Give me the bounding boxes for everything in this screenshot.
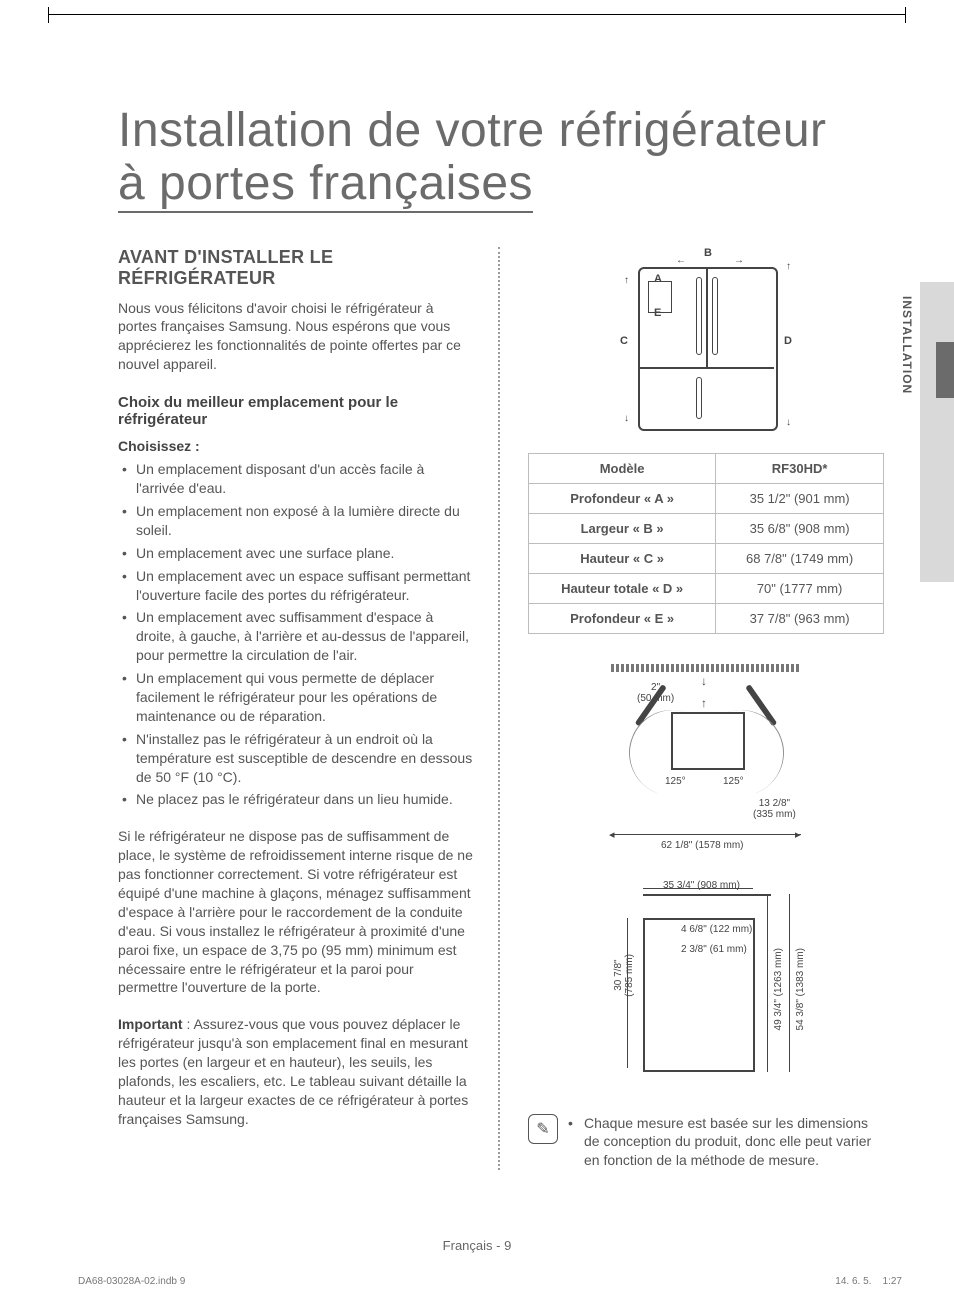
diagram-top-view: 2" (50 mm) 125° 125° 13 2/8" (335 mm) 62… bbox=[571, 664, 841, 884]
side-tab-label: INSTALLATION bbox=[900, 296, 914, 394]
table-cell-value: 35 6/8" (908 mm) bbox=[716, 513, 884, 543]
side-tab bbox=[920, 282, 954, 582]
list-item: N'installez pas le réfrigérateur à un en… bbox=[118, 730, 474, 787]
paragraph-important: Important : Assurez-vous que vous pouvez… bbox=[118, 1015, 474, 1128]
dim-angle-right: 125° bbox=[723, 776, 744, 787]
note-icon: ✎ bbox=[528, 1114, 558, 1144]
list-item: Un emplacement avec suffisamment d'espac… bbox=[118, 608, 474, 665]
subsection-heading: Choix du meilleur emplacement pour le ré… bbox=[118, 394, 474, 428]
dim-depth-r1: 49 3/4" (1263 mm) bbox=[773, 948, 784, 1030]
diagram-fridge-front: A B C D E ← → ↑ ↓ ↑ ↓ bbox=[606, 247, 806, 437]
note-text: Chaque mesure est basée sur les dimensio… bbox=[568, 1114, 884, 1171]
table-cell-label: Profondeur « E » bbox=[529, 603, 716, 633]
dim-label-d: D bbox=[784, 335, 792, 347]
important-label: Important bbox=[118, 1016, 183, 1032]
column-divider bbox=[498, 247, 500, 1171]
footer-timestamp: 14. 6. 5. 1:27 bbox=[835, 1276, 902, 1287]
paragraph-cooling: Si le réfrigérateur ne dispose pas de su… bbox=[118, 827, 474, 997]
list-item: Un emplacement avec un espace suffisant … bbox=[118, 567, 474, 605]
list-item: Un emplacement non exposé à la lumière d… bbox=[118, 502, 474, 540]
list-heading: Choisissez : bbox=[118, 438, 474, 454]
dim-door-swing: 13 2/8" (335 mm) bbox=[753, 798, 796, 820]
section-heading: AVANT D'INSTALLER LE RÉFRIGÉRATEUR bbox=[118, 247, 474, 289]
table-cell-label: Profondeur « A » bbox=[529, 483, 716, 513]
list-item: Un emplacement disposant d'un accès faci… bbox=[118, 460, 474, 498]
diagram-side-view: 35 3/4" (908 mm) 4 6/8" (122 mm) 2 3/8" … bbox=[571, 894, 841, 1094]
dim-total-width: 62 1/8" (1578 mm) bbox=[661, 840, 743, 851]
table-header-model: Modèle bbox=[529, 453, 716, 483]
crop-marks bbox=[48, 14, 906, 29]
note-block: ✎ Chaque mesure est basée sur les dimens… bbox=[528, 1114, 884, 1171]
bullet-list: Un emplacement disposant d'un accès faci… bbox=[118, 460, 474, 809]
footer-docref: DA68-03028A-02.indb 9 bbox=[78, 1276, 185, 1287]
table-cell-value: 35 1/2" (901 mm) bbox=[716, 483, 884, 513]
dim-gap-top: 2" (50 mm) bbox=[637, 682, 674, 704]
list-item: Ne placez pas le réfrigérateur dans un l… bbox=[118, 790, 474, 809]
table-row: Profondeur « A »35 1/2" (901 mm) bbox=[529, 483, 884, 513]
table-cell-label: Largeur « B » bbox=[529, 513, 716, 543]
title-line1: Installation de votre réfrigérateur bbox=[118, 104, 827, 157]
important-text: : Assurez-vous que vous pouvez déplacer … bbox=[118, 1016, 468, 1126]
footer-page-number: Français - 9 bbox=[0, 1238, 954, 1253]
table-cell-label: Hauteur totale « D » bbox=[529, 573, 716, 603]
dimensions-table: Modèle RF30HD* Profondeur « A »35 1/2" (… bbox=[528, 453, 884, 634]
dim-label-b: B bbox=[704, 247, 712, 259]
table-cell-value: 68 7/8" (1749 mm) bbox=[716, 543, 884, 573]
dim-width-top: 35 3/4" (908 mm) bbox=[663, 880, 740, 891]
left-column: AVANT D'INSTALLER LE RÉFRIGÉRATEUR Nous … bbox=[118, 247, 474, 1171]
list-item: Un emplacement qui vous permette de dépl… bbox=[118, 669, 474, 726]
dim-depth-r2: 54 3/8" (1383 mm) bbox=[795, 948, 806, 1030]
intro-paragraph: Nous vous félicitons d'avoir choisi le r… bbox=[118, 299, 474, 375]
table-cell-value: 37 7/8" (963 mm) bbox=[716, 603, 884, 633]
dim-label-c: C bbox=[620, 335, 628, 347]
table-row: Largeur « B »35 6/8" (908 mm) bbox=[529, 513, 884, 543]
table-row: Profondeur « E »37 7/8" (963 mm) bbox=[529, 603, 884, 633]
dim-d2: 2 3/8" (61 mm) bbox=[681, 944, 747, 955]
right-column: A B C D E ← → ↑ ↓ ↑ ↓ Modèle RF30HD* Pro… bbox=[528, 247, 884, 1171]
table-header-value: RF30HD* bbox=[716, 453, 884, 483]
table-cell-value: 70" (1777 mm) bbox=[716, 573, 884, 603]
dim-angle-left: 125° bbox=[665, 776, 686, 787]
list-item: Un emplacement avec une surface plane. bbox=[118, 544, 474, 563]
title-line2: à portes françaises bbox=[118, 158, 533, 213]
table-cell-label: Hauteur « C » bbox=[529, 543, 716, 573]
page-title: Installation de votre réfrigérateur à po… bbox=[118, 105, 827, 219]
table-row: Hauteur « C »68 7/8" (1749 mm) bbox=[529, 543, 884, 573]
table-row: Hauteur totale « D »70" (1777 mm) bbox=[529, 573, 884, 603]
table-header-row: Modèle RF30HD* bbox=[529, 453, 884, 483]
dim-depth-left: 30 7/8" (785 mm) bbox=[613, 954, 635, 997]
dim-label-e: E bbox=[654, 307, 661, 319]
dim-d1: 4 6/8" (122 mm) bbox=[681, 924, 752, 935]
dim-label-a: A bbox=[654, 273, 662, 285]
